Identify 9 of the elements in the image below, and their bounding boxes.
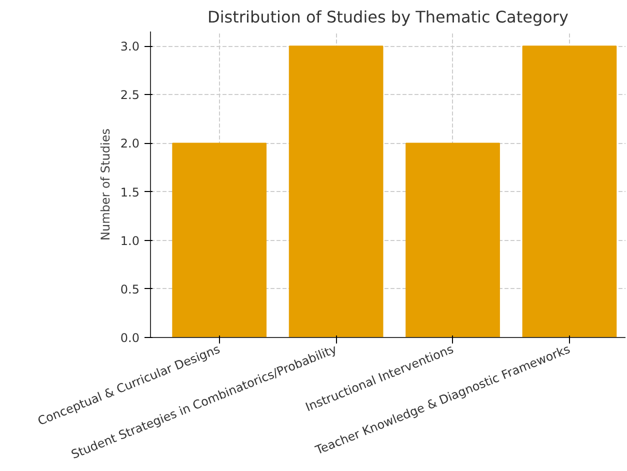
y-axis-title: Number of Studies bbox=[98, 128, 112, 240]
chart-title: Distribution of Studies by Thematic Category bbox=[208, 8, 568, 26]
y-tick-label: 2.5 bbox=[120, 88, 140, 102]
y-tick-label: 1.0 bbox=[120, 234, 140, 248]
y-tick-label: 0.5 bbox=[120, 282, 140, 296]
y-tick-label: 1.5 bbox=[120, 185, 140, 200]
y-tick-label: 0.0 bbox=[120, 331, 140, 345]
y-tick-label: 3.0 bbox=[120, 40, 140, 54]
y-tick-label: 2.0 bbox=[120, 136, 140, 151]
